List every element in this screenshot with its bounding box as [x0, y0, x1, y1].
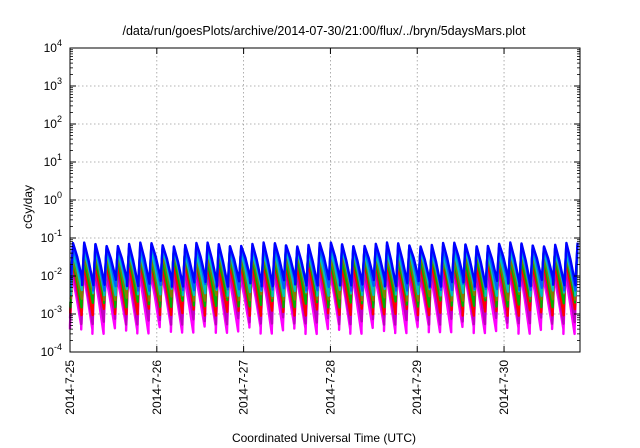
series-group: [68, 241, 579, 336]
x-tick-label: 2014-7-27: [237, 360, 251, 415]
y-tick-label: 100: [44, 190, 62, 207]
x-tick-label: 2014-7-30: [497, 360, 511, 415]
chart-title: /data/run/goesPlots/archive/2014-07-30/2…: [122, 24, 526, 38]
x-axis: 2014-7-25 2014-7-26 2014-7-27 2014-7-28 2014…: [63, 48, 511, 415]
series-line: [69, 248, 579, 298]
y-tick-label: 103: [44, 76, 62, 93]
y-tick-label: 10-3: [41, 304, 62, 321]
x-tick-label: 2014-7-26: [150, 360, 164, 415]
y-tick-label: 101: [44, 152, 62, 169]
y-axis: 10-4 10-3 10-2 10-1 100 101 102 103 104: [41, 38, 580, 359]
y-tick-label: 10-4: [41, 342, 62, 359]
y-tick-label: 10-1: [41, 228, 62, 245]
x-axis-label: Coordinated Universal Time (UTC): [232, 431, 416, 445]
y-tick-label: 102: [44, 114, 62, 131]
series-line: [69, 241, 579, 288]
y-tick-label: 104: [44, 38, 62, 55]
x-tick-label: 2014-7-29: [410, 360, 424, 415]
y-tick-label: 10-2: [41, 266, 62, 283]
x-tick-label: 2014-7-28: [323, 360, 337, 415]
y-axis-label: cGy/day: [21, 185, 35, 229]
x-tick-label: 2014-7-25: [63, 360, 77, 415]
